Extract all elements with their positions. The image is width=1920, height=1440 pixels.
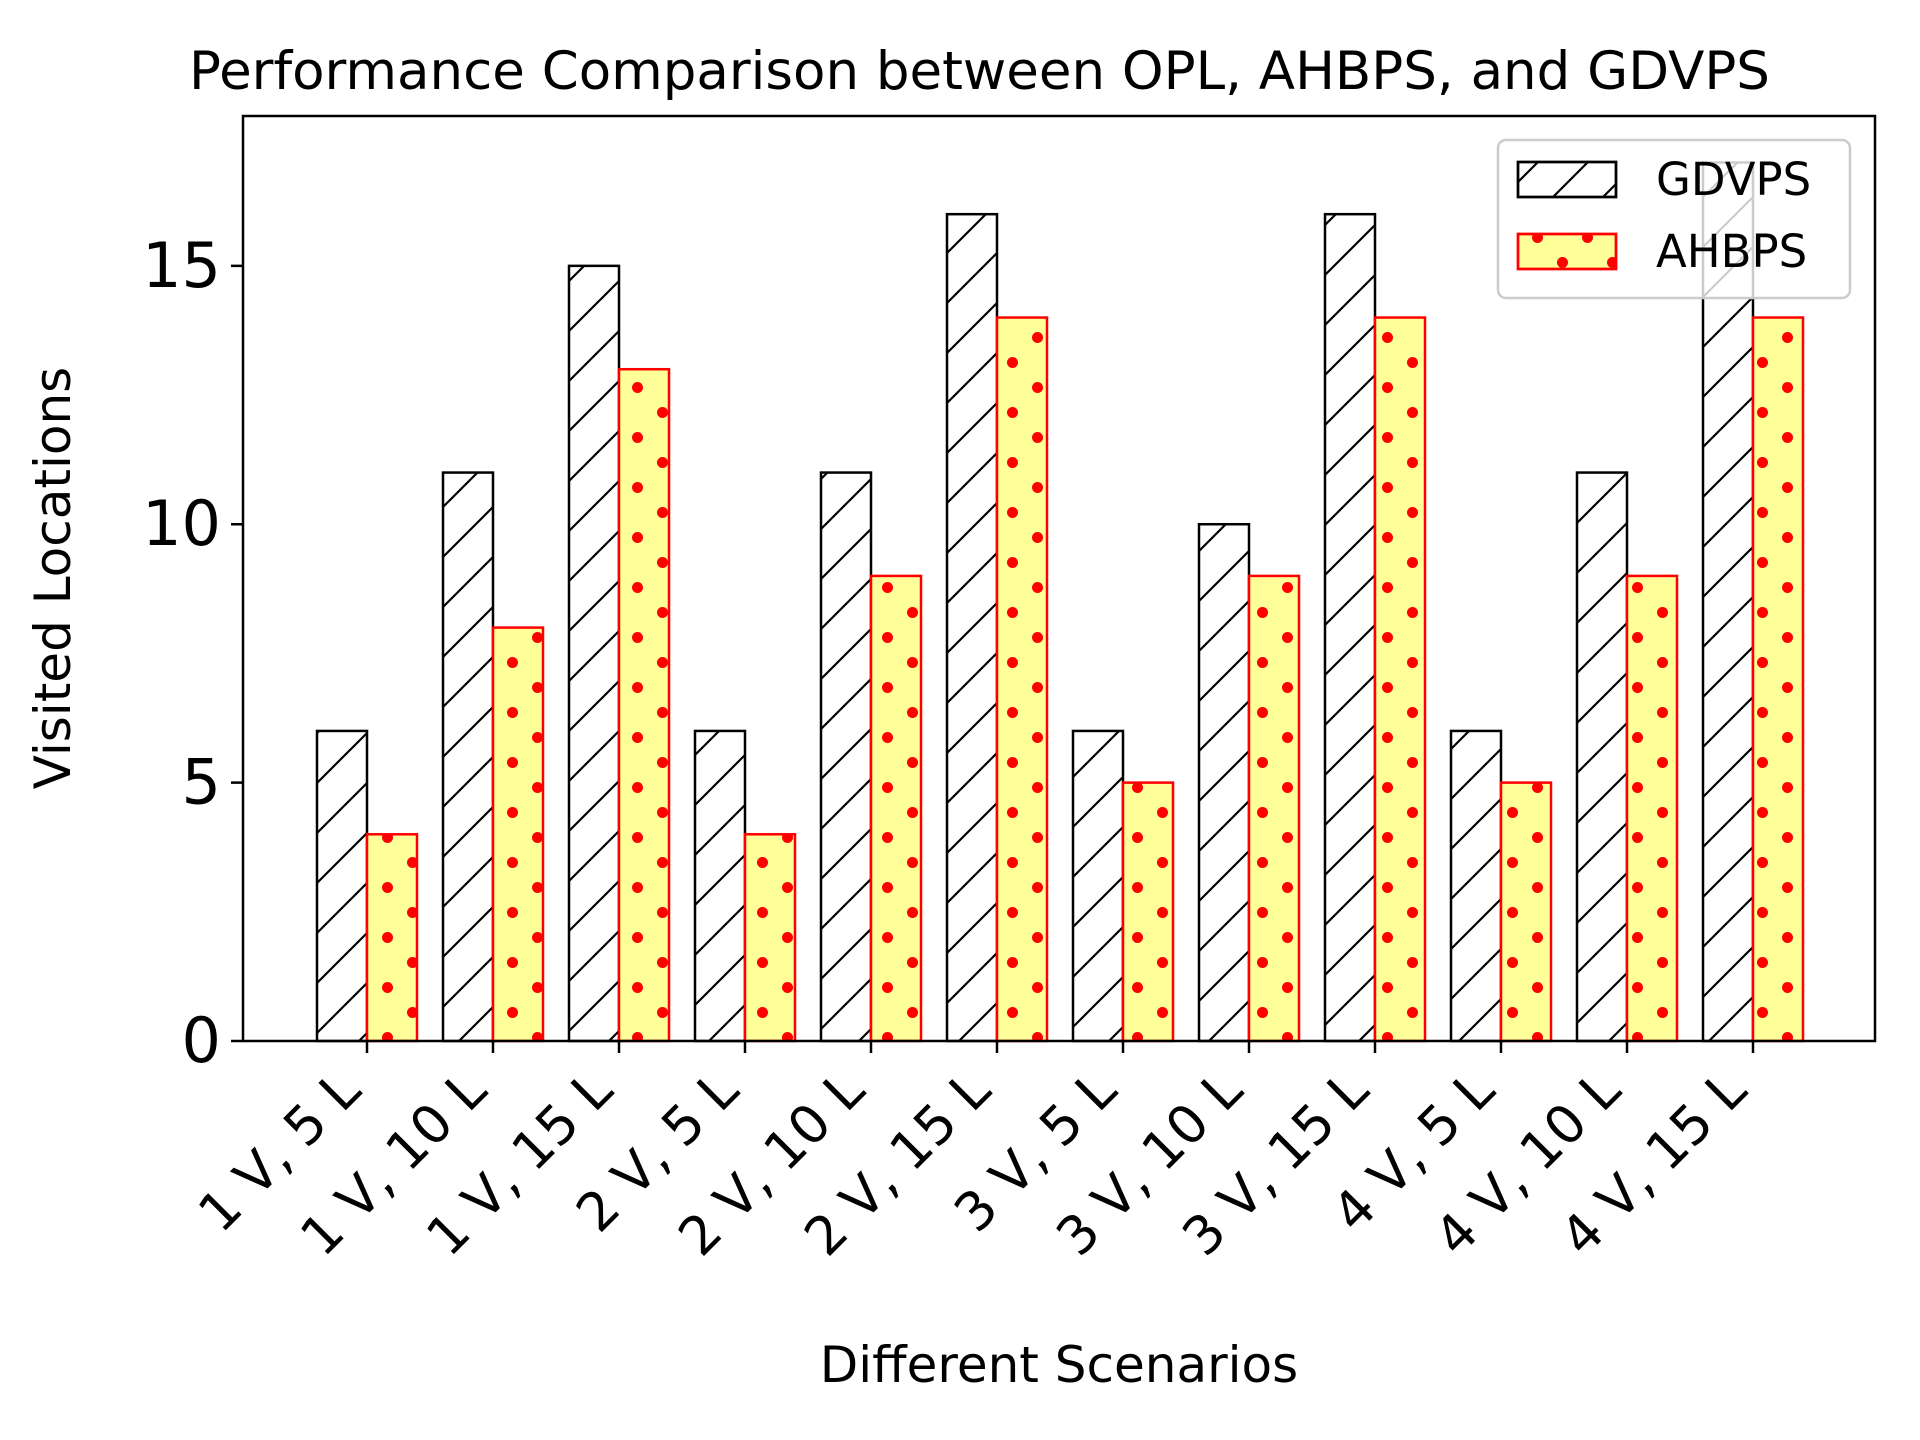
bars-layer xyxy=(315,161,1805,1043)
bar-ahbps-7 xyxy=(1247,574,1301,1043)
bar-gdvps-5 xyxy=(945,212,999,1043)
y-tick-label-0: 0 xyxy=(182,1004,221,1077)
bar-ahbps-0 xyxy=(365,833,419,1043)
bar-gdvps-1 xyxy=(441,471,495,1043)
bar-ahbps-4 xyxy=(869,574,923,1043)
bar-ahbps-1 xyxy=(491,626,545,1043)
bar-ahbps-6 xyxy=(1121,781,1175,1043)
bar-ahbps-11 xyxy=(1751,316,1805,1043)
bar-ahbps-2 xyxy=(617,367,671,1043)
y-tick-label-15: 15 xyxy=(142,229,221,302)
bar-gdvps-6 xyxy=(1071,729,1125,1043)
bar-ahbps-3 xyxy=(743,833,797,1043)
x-axis: 1 V, 5 L1 V, 10 L1 V, 15 L2 V, 5 L2 V, 1… xyxy=(187,1041,1759,1268)
bar-gdvps-0 xyxy=(315,729,369,1043)
bar-gdvps-9 xyxy=(1449,729,1503,1043)
chart-title: Performance Comparison between OPL, AHBP… xyxy=(189,41,1770,102)
bar-ahbps-9 xyxy=(1499,781,1553,1043)
bar-ahbps-5 xyxy=(995,316,1049,1043)
x-axis-label: Different Scenarios xyxy=(820,1336,1298,1394)
legend: GDVPS AHBPS xyxy=(1496,138,1852,300)
bar-gdvps-10 xyxy=(1575,471,1629,1043)
legend-swatch-ahbps-hatch xyxy=(1516,232,1618,271)
bar-gdvps-7 xyxy=(1197,522,1251,1043)
legend-label-gdvps: GDVPS xyxy=(1656,153,1811,206)
bar-gdvps-2 xyxy=(567,264,621,1043)
bar-gdvps-4 xyxy=(819,471,873,1043)
bar-gdvps-3 xyxy=(693,729,747,1043)
plot-frame xyxy=(241,114,1877,1043)
y-axis-label: Visited Locations xyxy=(24,367,82,789)
bar-gdvps-8 xyxy=(1323,212,1377,1043)
y-tick-label-10: 10 xyxy=(142,487,221,560)
legend-label-ahbps: AHBPS xyxy=(1656,225,1807,278)
bar-ahbps-8 xyxy=(1373,316,1427,1043)
legend-swatch-gdvps-hatch xyxy=(1516,160,1618,199)
y-tick-label-5: 5 xyxy=(182,746,221,819)
y-axis: 0 5 10 15 xyxy=(142,229,243,1077)
bar-ahbps-10 xyxy=(1625,574,1679,1043)
